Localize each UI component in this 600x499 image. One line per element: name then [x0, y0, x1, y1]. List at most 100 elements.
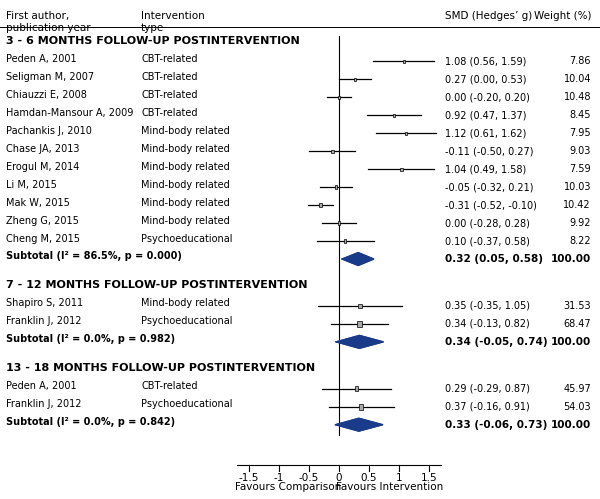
Text: 0.00 (-0.28, 0.28): 0.00 (-0.28, 0.28) [445, 218, 530, 228]
Text: 1: 1 [395, 473, 403, 483]
Text: Mak W, 2015: Mak W, 2015 [6, 198, 70, 208]
Text: 1.12 (0.61, 1.62): 1.12 (0.61, 1.62) [445, 128, 527, 138]
Text: Psychoeducational: Psychoeducational [141, 234, 233, 244]
Text: Mind-body related: Mind-body related [141, 216, 230, 226]
Text: 0.35 (-0.35, 1.05): 0.35 (-0.35, 1.05) [445, 301, 530, 311]
Text: 3 - 6 MONTHS FOLLOW-UP POSTINTERVENTION: 3 - 6 MONTHS FOLLOW-UP POSTINTERVENTION [6, 36, 300, 46]
Bar [393, 114, 395, 117]
Text: Zheng G, 2015: Zheng G, 2015 [6, 216, 79, 226]
Bar [405, 132, 407, 135]
Text: CBT-related: CBT-related [141, 54, 197, 64]
Text: 0.29 (-0.29, 0.87): 0.29 (-0.29, 0.87) [445, 384, 530, 394]
Text: Shapiro S, 2011: Shapiro S, 2011 [6, 298, 83, 308]
Text: 0.32 (0.05, 0.58): 0.32 (0.05, 0.58) [445, 254, 543, 264]
Bar [354, 78, 356, 81]
Text: 1.08 (0.56, 1.59): 1.08 (0.56, 1.59) [445, 56, 527, 66]
Text: 0.33 (-0.06, 0.73): 0.33 (-0.06, 0.73) [445, 420, 548, 430]
Text: 10.03: 10.03 [563, 182, 591, 192]
Text: 8.22: 8.22 [569, 236, 591, 246]
Text: Mind-body related: Mind-body related [141, 162, 230, 172]
Text: Chiauzzi E, 2008: Chiauzzi E, 2008 [6, 90, 87, 100]
Text: Franklin J, 2012: Franklin J, 2012 [6, 399, 82, 409]
Text: 100.00: 100.00 [551, 337, 591, 347]
Text: Psychoeducational: Psychoeducational [141, 399, 233, 409]
Text: 0.34 (-0.05, 0.74): 0.34 (-0.05, 0.74) [445, 337, 548, 347]
Bar [331, 150, 334, 153]
Text: 0.10 (-0.37, 0.58): 0.10 (-0.37, 0.58) [445, 236, 530, 246]
Text: 10.42: 10.42 [563, 200, 591, 210]
Text: 68.47: 68.47 [563, 319, 591, 329]
Text: CBT-related: CBT-related [141, 381, 197, 391]
Bar [335, 186, 337, 189]
Text: Mind-body related: Mind-body related [141, 198, 230, 208]
Text: 45.97: 45.97 [563, 384, 591, 394]
Text: 0.37 (-0.16, 0.91): 0.37 (-0.16, 0.91) [445, 402, 530, 412]
Text: CBT-related: CBT-related [141, 72, 197, 82]
Polygon shape [342, 252, 374, 265]
Bar [403, 60, 405, 63]
Bar [358, 304, 362, 308]
Bar [400, 168, 403, 171]
Bar [338, 222, 340, 225]
Text: Favours Comparison: Favours Comparison [235, 482, 341, 492]
Text: Favours Intervention: Favours Intervention [337, 482, 443, 492]
Text: Mind-body related: Mind-body related [141, 298, 230, 308]
Text: 1.04 (0.49, 1.58): 1.04 (0.49, 1.58) [445, 164, 526, 174]
Text: Psychoeducational: Psychoeducational [141, 316, 233, 326]
Text: CBT-related: CBT-related [141, 90, 197, 100]
Text: Mind-body related: Mind-body related [141, 180, 230, 190]
Text: -0.31 (-0.52, -0.10): -0.31 (-0.52, -0.10) [445, 200, 537, 210]
Text: Subtotal (I² = 0.0%, p = 0.842): Subtotal (I² = 0.0%, p = 0.842) [6, 417, 175, 427]
Text: 7 - 12 MONTHS FOLLOW-UP POSTINTERVENTION: 7 - 12 MONTHS FOLLOW-UP POSTINTERVENTION [6, 280, 308, 290]
Bar [357, 321, 362, 327]
Text: 10.04: 10.04 [563, 74, 591, 84]
Text: CBT-related: CBT-related [141, 108, 197, 118]
Text: 31.53: 31.53 [563, 301, 591, 311]
Polygon shape [335, 418, 383, 431]
Text: 0: 0 [336, 473, 342, 483]
Text: 54.03: 54.03 [563, 402, 591, 412]
Text: Seligman M, 2007: Seligman M, 2007 [6, 72, 94, 82]
Text: Peden A, 2001: Peden A, 2001 [6, 381, 77, 391]
Text: -0.11 (-0.50, 0.27): -0.11 (-0.50, 0.27) [445, 146, 534, 156]
Text: Hamdan-Mansour A, 2009: Hamdan-Mansour A, 2009 [6, 108, 133, 118]
Text: 9.03: 9.03 [569, 146, 591, 156]
Text: First author,
publication year: First author, publication year [6, 11, 91, 32]
Text: Peden A, 2001: Peden A, 2001 [6, 54, 77, 64]
Text: Cheng M, 2015: Cheng M, 2015 [6, 234, 80, 244]
Text: 9.92: 9.92 [569, 218, 591, 228]
Text: 1.5: 1.5 [421, 473, 437, 483]
Text: Intervention
type: Intervention type [141, 11, 205, 32]
Text: Li M, 2015: Li M, 2015 [6, 180, 57, 190]
Text: 0.5: 0.5 [361, 473, 377, 483]
Text: 10.48: 10.48 [563, 92, 591, 102]
Text: -0.5: -0.5 [299, 473, 319, 483]
Text: Chase JA, 2013: Chase JA, 2013 [6, 144, 79, 154]
Text: 7.59: 7.59 [569, 164, 591, 174]
Text: SMD (Hedges’ g): SMD (Hedges’ g) [445, 11, 532, 21]
Bar [355, 386, 358, 391]
Text: Subtotal (I² = 86.5%, p = 0.000): Subtotal (I² = 86.5%, p = 0.000) [6, 251, 182, 261]
Text: Pachankis J, 2010: Pachankis J, 2010 [6, 126, 92, 136]
Bar [359, 404, 363, 410]
Text: 0.00 (-0.20, 0.20): 0.00 (-0.20, 0.20) [445, 92, 530, 102]
Text: Franklin J, 2012: Franklin J, 2012 [6, 316, 82, 326]
Text: -1: -1 [274, 473, 284, 483]
Text: Mind-body related: Mind-body related [141, 144, 230, 154]
Text: 0.92 (0.47, 1.37): 0.92 (0.47, 1.37) [445, 110, 527, 120]
Text: Weight (%): Weight (%) [533, 11, 591, 21]
Polygon shape [336, 335, 383, 348]
Text: 0.27 (0.00, 0.53): 0.27 (0.00, 0.53) [445, 74, 527, 84]
Text: 100.00: 100.00 [551, 254, 591, 264]
Bar [338, 96, 340, 99]
Text: Subtotal (I² = 0.0%, p = 0.982): Subtotal (I² = 0.0%, p = 0.982) [6, 334, 175, 344]
Text: 0.34 (-0.13, 0.82): 0.34 (-0.13, 0.82) [445, 319, 530, 329]
Text: 7.86: 7.86 [569, 56, 591, 66]
Text: -1.5: -1.5 [239, 473, 259, 483]
Text: 13 - 18 MONTHS FOLLOW-UP POSTINTERVENTION: 13 - 18 MONTHS FOLLOW-UP POSTINTERVENTIO… [6, 363, 315, 373]
Bar [344, 240, 346, 243]
Text: Mind-body related: Mind-body related [141, 126, 230, 136]
Text: 100.00: 100.00 [551, 420, 591, 430]
Text: Erogul M, 2014: Erogul M, 2014 [6, 162, 79, 172]
Bar [319, 204, 322, 207]
